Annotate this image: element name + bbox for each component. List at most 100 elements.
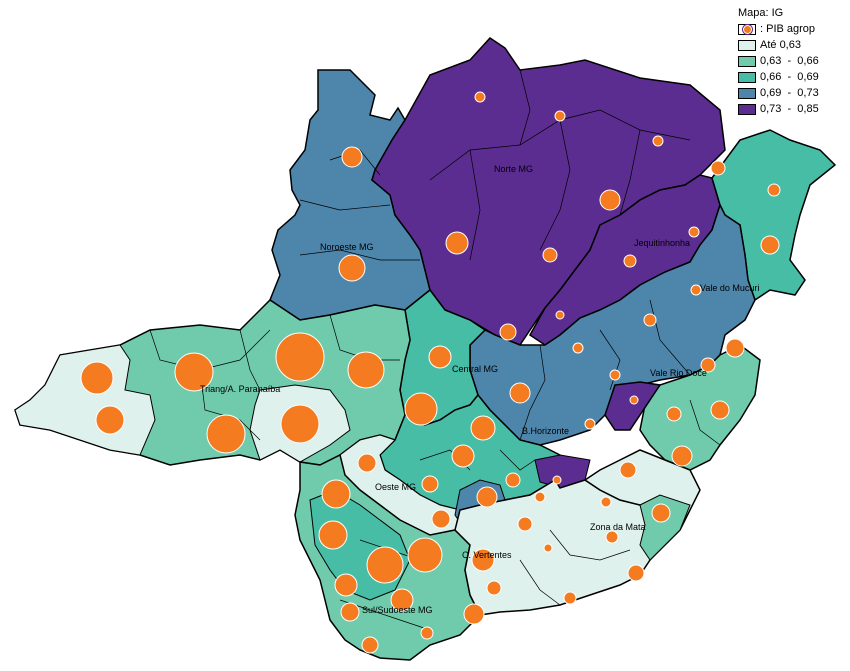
pib-agrop-bubble	[407, 537, 443, 573]
pib-agrop-bubble	[710, 160, 726, 176]
pib-agrop-bubble	[666, 406, 682, 422]
pib-agrop-bubble	[505, 472, 521, 488]
pib-agrop-bubble	[421, 475, 439, 493]
pib-agrop-bubble	[534, 491, 546, 503]
region-label-zona-mata: Zona da Mata	[590, 522, 646, 532]
legend-swatch-3	[738, 87, 756, 99]
region-riodoce-purple	[604, 381, 662, 431]
region-labels: Norte MG Jequitinhonha Noroeste MG Vale …	[200, 164, 759, 615]
pib-agrop-bubble	[554, 110, 566, 122]
pib-agrop-bubble	[767, 183, 781, 197]
pib-agrop-bubble	[517, 516, 533, 532]
region-label-noroeste: Noroeste MG	[320, 242, 374, 252]
legend-swatch-2	[738, 71, 756, 83]
pib-agrop-bubble	[341, 146, 363, 168]
region-label-sul: Sul/Sudoeste MG	[362, 605, 433, 615]
legend-class-label: 0,66 - 0,69	[760, 71, 819, 83]
legend-class-row: 0,66 - 0,69	[738, 69, 846, 85]
legend-title: Mapa: IG	[738, 7, 784, 19]
legend-class-label: 0,73 - 0,85	[760, 103, 819, 115]
pib-agrop-bubble	[474, 91, 486, 103]
legend-class-row: 0,69 - 0,73	[738, 85, 846, 101]
pib-agrop-bubble	[428, 345, 452, 369]
region-label-bhorizonte: B.Horizonte	[522, 426, 569, 436]
pib-agrop-bubble	[275, 332, 325, 382]
pib-agrop-bubble	[445, 231, 469, 255]
bubble-symbol-icon	[738, 23, 756, 35]
legend-bubble-row: : PIB agrop	[738, 21, 846, 37]
pib-agrop-bubble	[451, 444, 475, 468]
region-label-norte: Norte MG	[494, 164, 533, 174]
legend-bubble-label: : PIB agrop	[760, 23, 816, 35]
pib-agrop-bubble	[280, 404, 320, 444]
region-label-vale-mucuri: Vale do Mucuri	[700, 283, 759, 293]
region-label-vale-rio-doce: Vale Rio Doce	[650, 368, 707, 378]
pib-agrop-bubble	[420, 626, 434, 640]
legend-swatch-4	[738, 103, 756, 115]
pib-agrop-bubble	[476, 486, 498, 508]
pib-agrop-bubble	[555, 310, 565, 320]
pib-agrop-bubble	[366, 546, 404, 584]
pib-agrop-bubble	[206, 414, 246, 454]
region-label-central: Central MG	[452, 364, 498, 374]
pib-agrop-bubble	[499, 323, 517, 341]
pib-agrop-bubble	[688, 226, 700, 238]
map-legend: Mapa: IG : PIB agrop Até 0,63 0,63 - 0,6…	[738, 5, 846, 117]
pib-agrop-bubble	[572, 342, 584, 354]
pib-agrop-bubble	[95, 405, 125, 435]
legend-class-label: 0,69 - 0,73	[760, 87, 819, 99]
pib-agrop-bubble	[725, 338, 745, 358]
pib-agrop-bubble	[690, 284, 702, 296]
pib-agrop-bubble	[652, 135, 664, 147]
pib-agrop-bubble	[710, 400, 730, 420]
legend-class-row: Até 0,63	[738, 37, 846, 53]
pib-agrop-bubble	[431, 509, 451, 529]
pib-agrop-bubble	[174, 352, 214, 392]
pib-agrop-bubble	[338, 254, 366, 282]
pib-agrop-bubbles	[80, 91, 781, 654]
pib-agrop-bubble	[404, 392, 438, 426]
legend-class-row: 0,63 - 0,66	[738, 53, 846, 69]
pib-agrop-bubble	[609, 369, 621, 381]
pib-agrop-bubble	[627, 564, 645, 582]
pib-agrop-bubble	[340, 602, 360, 622]
pib-agrop-bubble	[463, 603, 485, 625]
legend-class-label: Até 0,63	[760, 39, 801, 51]
pib-agrop-bubble	[619, 461, 637, 479]
legend-swatch-1	[738, 55, 756, 67]
pib-agrop-bubble	[700, 357, 716, 373]
region-label-vertentes: C. Vertentes	[462, 550, 512, 560]
pib-agrop-bubble	[643, 313, 657, 327]
pib-agrop-bubble	[760, 235, 780, 255]
pib-agrop-bubble	[390, 588, 414, 612]
pib-agrop-bubble	[470, 415, 496, 441]
pib-agrop-bubble	[552, 475, 562, 485]
region-label-triangulo: Triang/A. Paranaíba	[200, 384, 280, 394]
pib-agrop-bubble	[584, 418, 596, 430]
legend-class-label: 0,63 - 0,66	[760, 55, 819, 67]
pib-agrop-bubble	[361, 636, 379, 654]
pib-agrop-bubble	[80, 361, 114, 395]
region-label-oeste: Oeste MG	[375, 482, 416, 492]
pib-agrop-bubble	[321, 479, 351, 509]
pib-agrop-bubble	[543, 543, 553, 553]
pib-agrop-bubble	[318, 520, 348, 550]
pib-agrop-bubble	[623, 254, 637, 268]
legend-class-row: 0,73 - 0,85	[738, 101, 846, 117]
pib-agrop-bubble	[605, 530, 619, 544]
pib-agrop-bubble	[600, 496, 612, 508]
pib-agrop-bubble	[671, 445, 693, 467]
pib-agrop-bubble	[471, 548, 495, 572]
pib-agrop-bubble	[629, 395, 639, 405]
pib-agrop-bubble	[334, 573, 358, 597]
pib-agrop-bubble	[347, 351, 385, 389]
region-label-jequitinhonha: Jequitinhonha	[634, 238, 690, 248]
pib-agrop-bubble	[486, 580, 502, 596]
pib-agrop-bubble	[542, 247, 558, 263]
pib-agrop-bubble	[563, 591, 577, 605]
pib-agrop-bubble	[357, 453, 377, 473]
pib-agrop-bubble	[599, 189, 621, 211]
legend-swatch-0	[738, 39, 756, 51]
pib-agrop-bubble	[509, 382, 531, 404]
